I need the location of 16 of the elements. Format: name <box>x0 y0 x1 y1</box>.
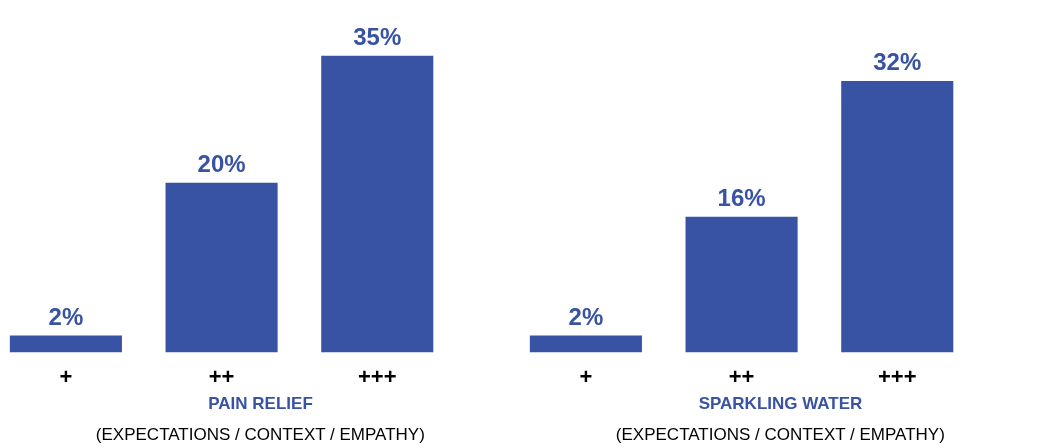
x-tick-label: ++ <box>208 363 235 389</box>
text: PAIN RELIEF <box>208 393 313 413</box>
data-label: 16% <box>717 183 766 211</box>
text: (EXPECTATIONS / CONTEXT / EMPATHY) <box>615 424 945 444</box>
data-label: 32% <box>873 48 922 76</box>
data-label: 35% <box>353 22 402 50</box>
data-label: 2% <box>48 302 84 330</box>
x-tick-label: ++ <box>728 363 755 389</box>
text: SPARKLING WATER <box>698 393 863 413</box>
x-tick-label: + <box>579 363 593 389</box>
data-label: 20% <box>197 149 246 177</box>
data-label: 2% <box>568 302 604 330</box>
x-tick-label: +++ <box>877 363 917 389</box>
text: (EXPECTATIONS / CONTEXT / EMPATHY) <box>95 424 425 444</box>
x-tick-label: + <box>59 363 73 389</box>
x-tick-label: +++ <box>357 363 397 389</box>
